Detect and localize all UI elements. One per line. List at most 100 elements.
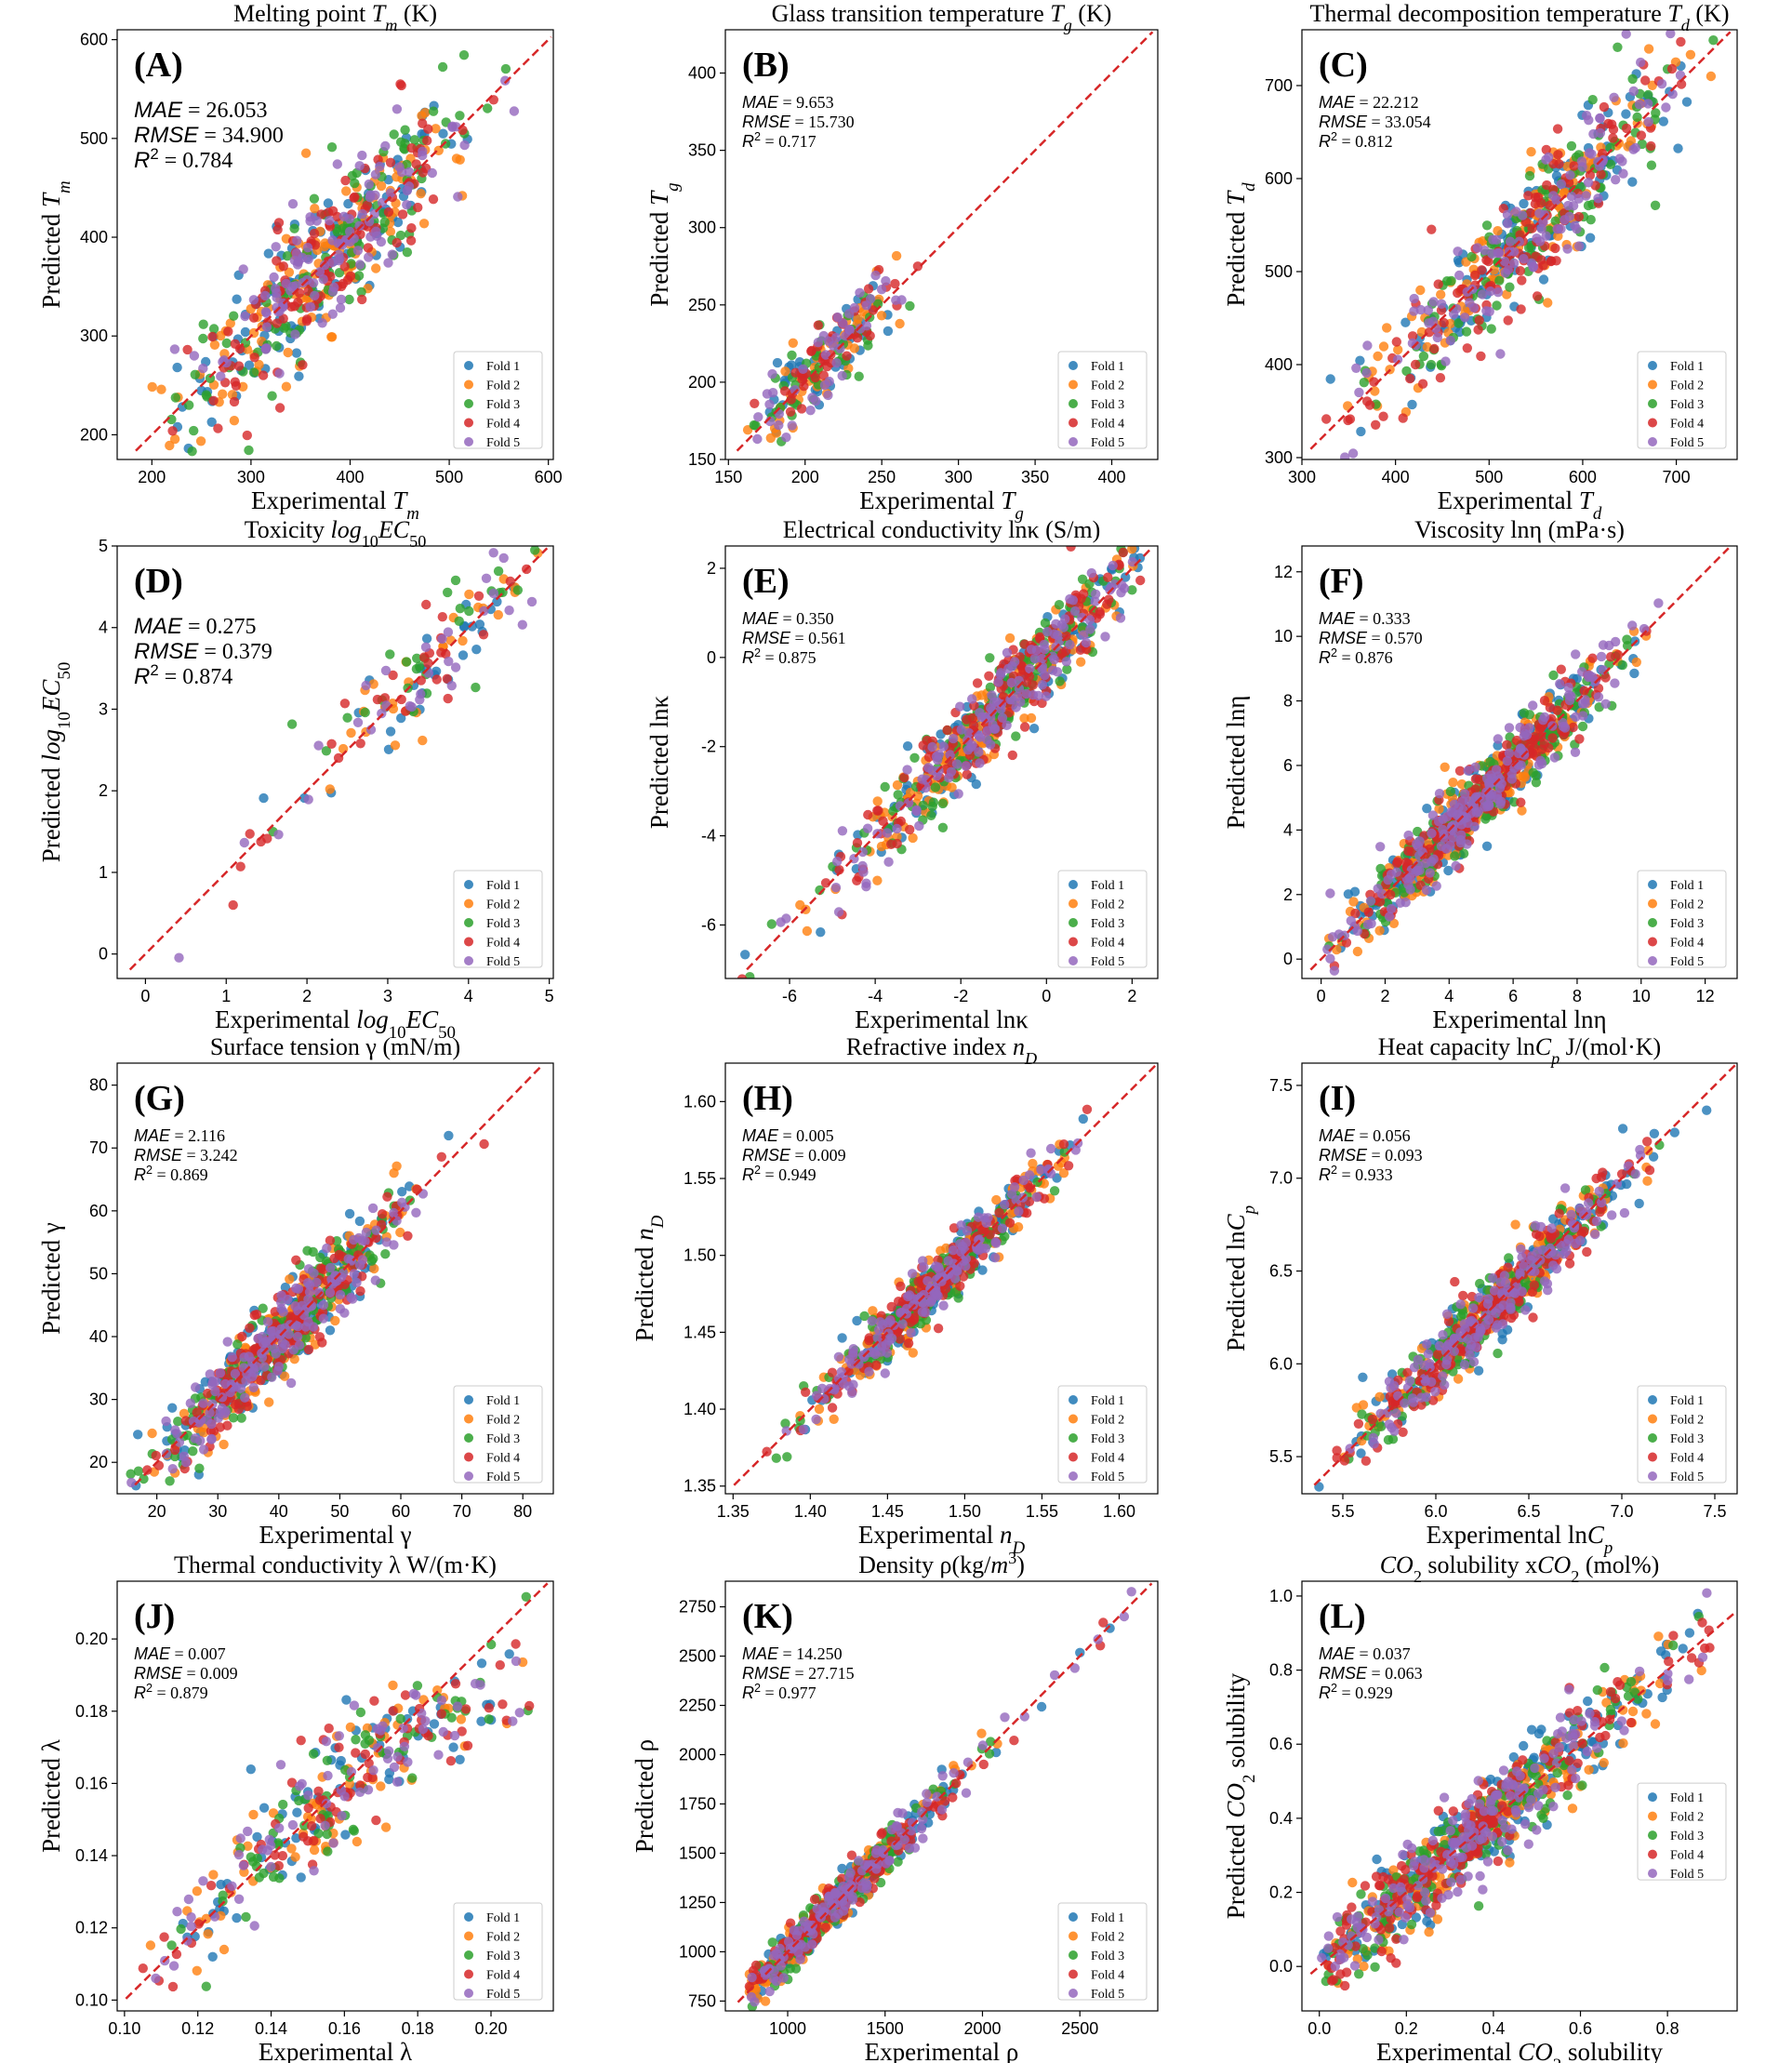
data-point bbox=[1543, 298, 1553, 308]
y-tick-label: 400 bbox=[1265, 355, 1293, 374]
data-point bbox=[1392, 857, 1403, 867]
data-point bbox=[259, 1362, 270, 1372]
data-point bbox=[1515, 266, 1526, 276]
data-point bbox=[1628, 86, 1639, 97]
data-point bbox=[927, 741, 937, 752]
data-point bbox=[1531, 770, 1541, 780]
plot-frame bbox=[724, 545, 1159, 979]
data-point bbox=[1585, 233, 1596, 243]
data-point bbox=[876, 841, 887, 852]
data-point bbox=[392, 1161, 402, 1172]
data-point bbox=[1504, 723, 1515, 733]
data-point bbox=[1440, 762, 1450, 772]
legend-marker bbox=[464, 1433, 473, 1443]
metric-mae: MAE = 2.116 bbox=[134, 1126, 225, 1145]
data-point bbox=[893, 790, 903, 800]
data-point bbox=[354, 260, 365, 270]
legend-marker bbox=[1648, 918, 1657, 927]
data-point bbox=[1400, 898, 1411, 908]
data-point bbox=[228, 899, 238, 911]
x-tick-label: 60 bbox=[392, 1502, 410, 1521]
data-point bbox=[269, 1343, 279, 1354]
legend-marker bbox=[1069, 361, 1078, 370]
data-point bbox=[294, 371, 304, 381]
data-point bbox=[330, 1277, 340, 1287]
data-point bbox=[1350, 908, 1361, 919]
data-point bbox=[1106, 529, 1115, 539]
data-point bbox=[342, 712, 352, 723]
data-point bbox=[1603, 118, 1613, 129]
data-point bbox=[327, 309, 338, 319]
x-tick-label: 300 bbox=[237, 468, 265, 486]
data-point bbox=[1544, 742, 1554, 753]
data-point bbox=[928, 797, 939, 807]
data-point bbox=[787, 350, 797, 361]
data-point bbox=[989, 1253, 1001, 1263]
data-point bbox=[415, 695, 425, 705]
data-point bbox=[895, 318, 905, 329]
data-point bbox=[1391, 337, 1402, 347]
data-point bbox=[806, 345, 816, 356]
y-tick-label: -6 bbox=[701, 915, 716, 934]
data-point bbox=[281, 278, 291, 289]
data-point bbox=[896, 816, 906, 827]
legend-marker bbox=[464, 937, 473, 947]
data-point bbox=[972, 678, 983, 688]
data-point bbox=[126, 1477, 137, 1488]
data-point bbox=[300, 148, 312, 158]
data-point bbox=[1549, 752, 1560, 763]
data-point bbox=[872, 796, 883, 806]
x-tick-label: 200 bbox=[138, 468, 166, 486]
data-point bbox=[232, 294, 242, 304]
data-point bbox=[1613, 649, 1624, 660]
data-point bbox=[1495, 796, 1507, 806]
x-tick-label: 500 bbox=[1475, 468, 1503, 486]
data-point bbox=[1632, 112, 1642, 123]
data-point bbox=[349, 1269, 359, 1279]
data-point bbox=[330, 1315, 340, 1326]
data-point bbox=[313, 1287, 325, 1298]
data-point bbox=[814, 1404, 825, 1415]
data-point bbox=[276, 1290, 286, 1301]
y-tick-label: 12 bbox=[1274, 563, 1293, 581]
data-point bbox=[1519, 254, 1529, 264]
data-point bbox=[400, 125, 410, 135]
identity-line bbox=[134, 1064, 543, 1486]
data-point bbox=[1091, 589, 1101, 599]
data-point bbox=[1646, 160, 1657, 170]
data-point bbox=[1079, 630, 1089, 640]
data-point bbox=[505, 576, 515, 587]
x-tick-label: 2 bbox=[1380, 987, 1389, 1005]
data-point bbox=[1621, 123, 1632, 134]
data-point bbox=[1375, 863, 1386, 874]
data-point bbox=[500, 75, 511, 86]
data-point bbox=[1374, 925, 1385, 936]
legend-label: Fold 3 bbox=[1670, 398, 1704, 412]
data-point bbox=[423, 658, 433, 669]
data-point bbox=[811, 396, 821, 406]
data-point bbox=[305, 216, 315, 226]
data-point bbox=[198, 1428, 209, 1438]
data-point bbox=[357, 1235, 367, 1245]
data-point bbox=[229, 396, 240, 407]
data-point bbox=[284, 1329, 294, 1339]
data-point bbox=[304, 1287, 315, 1298]
data-point bbox=[1086, 567, 1097, 579]
data-point bbox=[1470, 762, 1480, 772]
data-point bbox=[327, 286, 338, 297]
data-point bbox=[902, 741, 913, 752]
data-point bbox=[1517, 275, 1527, 286]
data-point bbox=[1056, 619, 1068, 630]
data-point bbox=[1473, 325, 1483, 335]
data-point bbox=[1062, 664, 1072, 674]
plot-frame bbox=[116, 545, 554, 979]
data-point bbox=[1548, 158, 1559, 169]
data-point bbox=[779, 386, 790, 396]
data-point bbox=[1524, 170, 1535, 181]
data-point bbox=[397, 1187, 407, 1197]
data-point bbox=[864, 1366, 874, 1377]
data-point bbox=[207, 331, 218, 342]
data-point bbox=[458, 50, 470, 60]
data-point bbox=[1015, 697, 1026, 707]
